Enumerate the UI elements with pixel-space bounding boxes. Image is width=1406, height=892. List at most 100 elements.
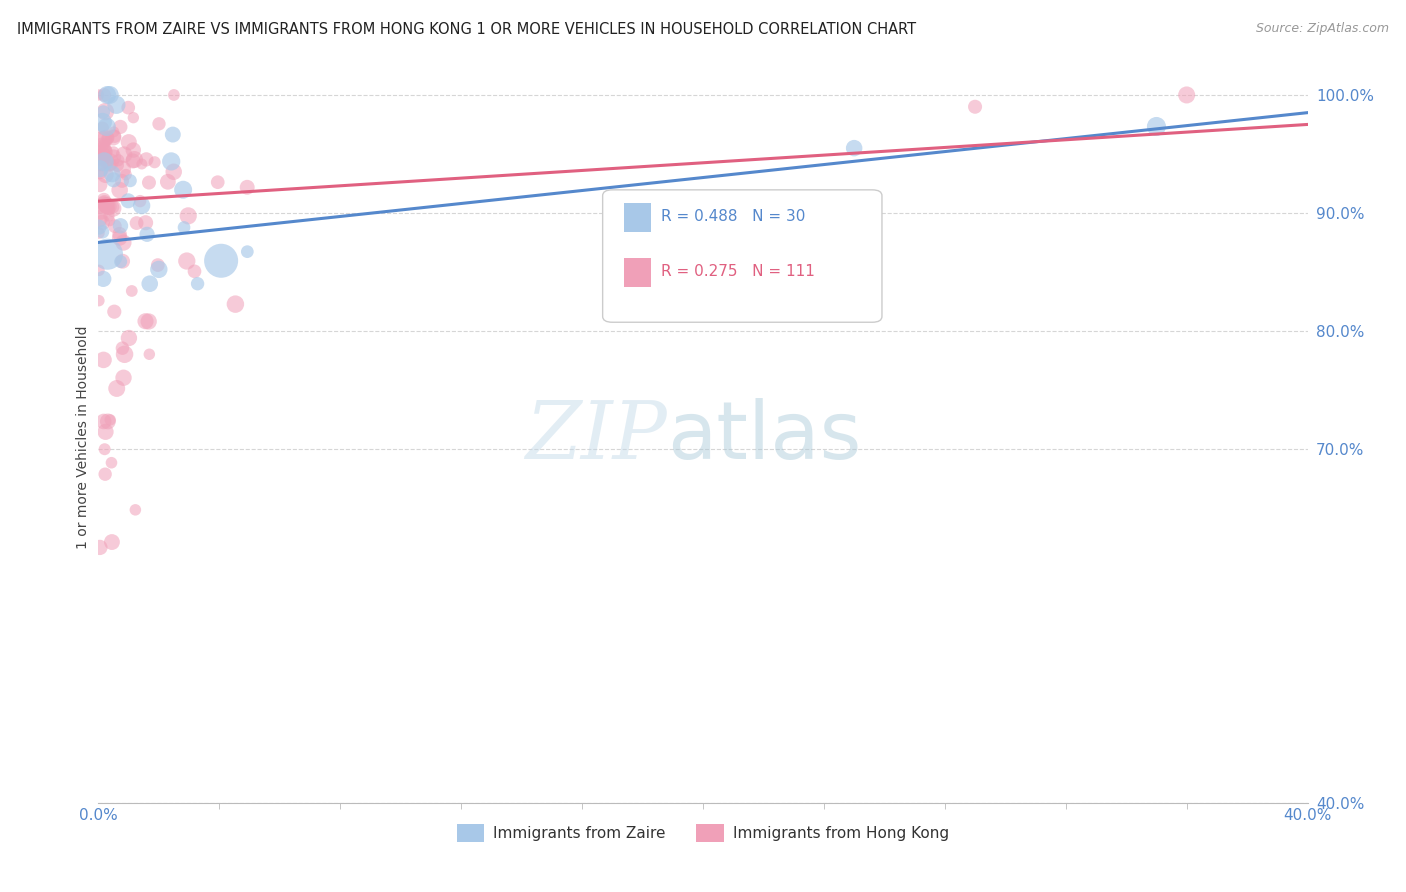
Point [173,220,195,235]
Point [91,225,114,239]
Point [236,244,259,259]
Point [97,130,120,145]
Y-axis label: 1 or more Vehicles in Household: 1 or more Vehicles in Household [76,326,90,549]
Point [87,263,110,277]
Point [90,150,112,164]
Point [138,277,160,291]
Point [105,158,128,172]
Point [104,129,127,144]
Point [97,209,120,223]
Point [93,87,115,102]
Point [87,211,110,226]
Point [96,120,118,134]
Point [94,198,117,212]
Point [101,535,124,549]
Point [163,87,186,102]
Point [110,254,132,268]
Point [101,200,124,214]
Point [101,202,124,216]
Point [135,216,157,230]
Point [134,314,156,328]
Point [103,150,125,164]
Text: IMMIGRANTS FROM ZAIRE VS IMMIGRANTS FROM HONG KONG 1 OR MORE VEHICLES IN HOUSEHO: IMMIGRANTS FROM ZAIRE VS IMMIGRANTS FROM… [17,22,915,37]
Point [844,141,866,155]
Point [176,254,198,268]
Point [111,174,134,188]
Point [91,215,114,229]
Point [93,154,115,169]
Point [117,101,139,115]
Point [108,183,131,197]
Point [172,183,194,197]
Point [122,143,145,157]
Point [148,262,170,277]
Point [98,214,121,228]
Point [91,115,114,129]
Point [89,164,111,178]
Point [138,176,160,190]
Point [108,227,131,242]
Point [91,149,114,163]
Point [111,341,134,355]
Point [87,226,110,240]
Point [146,258,169,272]
Point [97,414,120,428]
Point [121,284,143,298]
Point [110,219,132,233]
Point [87,293,110,308]
Point [131,198,153,212]
Point [105,381,128,395]
Point [236,180,259,194]
Point [118,135,141,149]
Point [93,141,115,155]
Point [96,157,118,171]
Point [117,194,139,208]
Point [135,153,157,167]
Point [98,87,121,102]
Point [187,277,209,291]
Point [94,104,117,119]
Point [118,331,141,345]
Point [107,153,129,168]
Point [93,442,115,457]
Point [93,195,115,210]
Point [120,174,142,188]
Point [89,151,111,165]
Point [96,198,118,212]
Point [97,200,120,214]
Point [224,297,246,311]
Bar [624,203,651,232]
Point [103,145,125,159]
Point [91,121,114,136]
Point [89,541,111,555]
Point [163,165,186,179]
Point [111,162,134,177]
Text: Source: ZipAtlas.com: Source: ZipAtlas.com [1256,22,1389,36]
Point [160,154,183,169]
Point [103,125,125,139]
Point [98,155,121,169]
Point [96,132,118,146]
Point [89,178,111,192]
Point [91,132,114,146]
Point [1175,87,1198,102]
Point [112,147,135,161]
Point [209,253,232,268]
Point [91,272,114,286]
Point [91,105,114,120]
Bar [624,258,651,287]
Point [104,219,127,234]
Point [90,138,112,153]
Point [136,227,159,242]
Point [94,467,117,482]
Point [100,456,122,470]
Point [138,314,160,328]
Point [965,100,987,114]
Point [183,264,205,278]
Point [110,120,132,134]
Point [148,117,170,131]
Point [98,202,121,217]
Point [162,128,184,142]
Point [87,220,110,235]
Point [89,201,111,215]
